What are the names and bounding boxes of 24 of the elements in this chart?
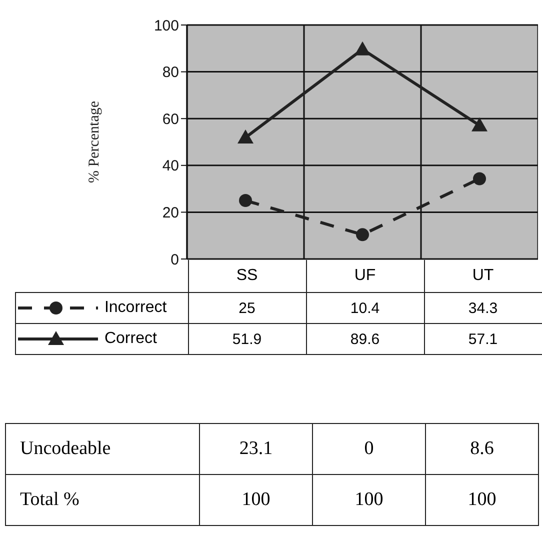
text: Uncodeable — [6, 424, 200, 474]
y-tick-label: 60 — [162, 110, 179, 128]
text: 100 — [312, 474, 426, 526]
y-tick-label: 0 — [170, 251, 179, 268]
text: 8.6 — [426, 424, 538, 474]
text: 100 — [200, 474, 312, 526]
x-tick-label: UF — [306, 260, 424, 292]
data-label: 34.3 — [424, 292, 542, 324]
data-label: 10.4 — [306, 292, 424, 324]
y-tick-label: 80 — [162, 64, 179, 82]
text: Total % — [6, 474, 200, 526]
x-tick-label: SS — [188, 260, 306, 292]
text: 100 — [426, 474, 538, 526]
data-label: 57.1 — [424, 324, 542, 354]
x-tick-label: UT — [424, 260, 542, 292]
y-tick-label: 20 — [162, 204, 179, 222]
data-label: 25 — [188, 292, 306, 324]
y-tick-label: 100 — [154, 17, 179, 34]
text: 0 — [312, 424, 426, 474]
y-axis-title: % Percentage — [86, 100, 102, 184]
text: 23.1 — [200, 424, 312, 474]
y-tick-label: 40 — [162, 158, 179, 175]
data-label: 89.6 — [306, 324, 424, 354]
data-label: 51.9 — [188, 324, 306, 354]
